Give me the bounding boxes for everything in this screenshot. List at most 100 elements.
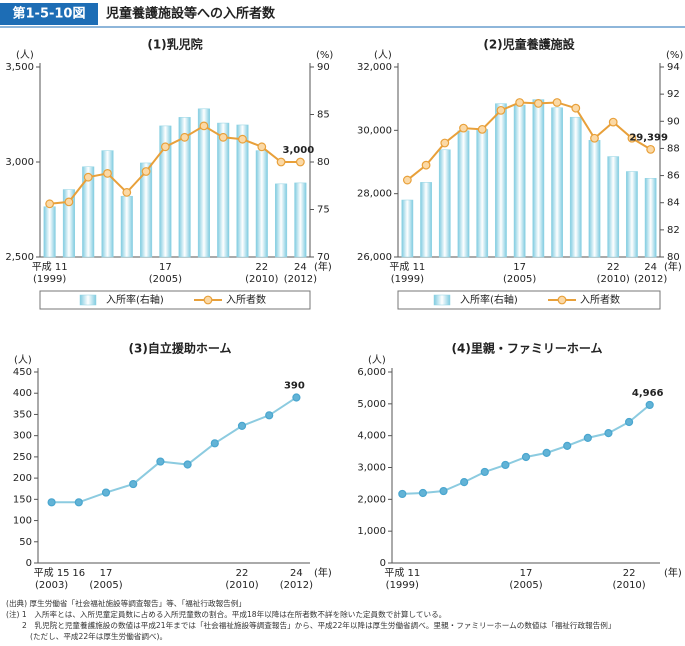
marker <box>265 411 274 420</box>
bar <box>82 166 95 258</box>
marker <box>480 467 489 477</box>
x-tick-label: 22 <box>607 262 620 273</box>
legend-frame <box>397 290 661 310</box>
y-axis-label: (人) <box>374 49 392 61</box>
y-axis-label: (人) <box>16 49 34 61</box>
bar <box>588 140 601 258</box>
x-tick-label: (2005) <box>509 580 542 591</box>
marker <box>276 157 286 167</box>
y-tick-label: 1,000 <box>357 526 386 537</box>
bar <box>551 107 563 258</box>
marker <box>74 498 83 507</box>
y-tick-label: 3,000 <box>5 157 34 168</box>
x-tick-label: (2005) <box>149 274 182 285</box>
chart-title: (3)自立援助ホーム <box>129 341 232 356</box>
y-tick-label: 150 <box>13 494 32 505</box>
bar <box>513 104 526 258</box>
line <box>51 396 297 504</box>
y-tick-label: 5,000 <box>357 399 386 410</box>
marker <box>122 187 132 197</box>
marker <box>418 488 428 498</box>
marker <box>477 124 487 134</box>
marker <box>237 421 247 431</box>
marker <box>608 117 618 127</box>
x-tick-label: 17 <box>100 568 113 579</box>
x-tick-label: (2010) <box>612 580 645 591</box>
legend-label: 入所者数 <box>226 293 266 306</box>
bar <box>197 108 210 258</box>
footnote: (ただし、平成22年は厚生労働省調べ)。 <box>30 631 167 641</box>
y-tick-label: 26,000 <box>357 252 392 263</box>
chart-title: (4)里親・ファミリーホーム <box>452 341 603 356</box>
y2-tick-label: 80 <box>317 157 330 168</box>
bar <box>62 189 75 258</box>
bar <box>457 130 470 258</box>
marker <box>295 157 305 167</box>
x-axis-label: (年) <box>314 260 332 273</box>
x-axis-label: (年) <box>664 260 682 273</box>
marker <box>292 393 301 402</box>
x-axis-label: (年) <box>314 566 332 579</box>
footnote: 2 乳児院と児童養護施設の数値は平成21年までは「社会福祉施設等調査報告」から、… <box>22 620 615 630</box>
legend-label: 入所率(右軸) <box>106 293 164 306</box>
bar <box>236 124 249 258</box>
y-axis-label: (人) <box>368 354 386 366</box>
y2-tick-label: 75 <box>317 205 330 216</box>
value-label: 29,399 <box>629 132 668 143</box>
marker <box>515 98 525 107</box>
legend-label: 入所者数 <box>580 293 620 306</box>
bar <box>294 182 307 258</box>
y-tick-label: 3,000 <box>357 463 386 474</box>
marker <box>101 488 111 497</box>
y2-axis-label: (%) <box>316 50 333 61</box>
x-tick-label: 17 <box>520 568 533 579</box>
value-label: 3,000 <box>283 145 315 156</box>
x-tick-label: (2010) <box>597 274 630 285</box>
y-tick-label: 4,000 <box>357 431 386 442</box>
marker <box>590 133 599 143</box>
x-tick-label: (2005) <box>89 580 122 591</box>
y2-tick-label: 84 <box>667 198 680 209</box>
x-tick-label: (2003) <box>35 580 68 591</box>
y-tick-label: 50 <box>19 537 32 548</box>
marker <box>183 460 192 469</box>
y-tick-label: 6,000 <box>357 367 386 378</box>
bar <box>140 162 153 258</box>
marker <box>460 478 469 487</box>
marker <box>440 138 450 148</box>
marker <box>459 123 468 133</box>
header-badge <box>0 3 98 25</box>
x-tick-label: 24 <box>290 568 303 579</box>
marker <box>501 460 510 470</box>
y-axis-label: (人) <box>14 354 32 366</box>
legend-swatch <box>203 295 213 305</box>
x-tick-label: 16 <box>72 568 85 579</box>
y2-tick-label: 86 <box>667 171 680 182</box>
marker <box>257 142 267 152</box>
line <box>402 404 651 495</box>
legend-label: 入所率(右軸) <box>460 293 518 306</box>
marker <box>180 132 190 142</box>
y2-axis-label: (%) <box>666 50 683 61</box>
y2-tick-label: 92 <box>667 89 680 100</box>
legend-swatch <box>79 294 97 306</box>
bar <box>401 199 414 258</box>
marker <box>238 134 247 144</box>
y2-tick-label: 90 <box>667 116 680 127</box>
marker <box>624 417 634 427</box>
y-tick-label: 100 <box>13 516 32 527</box>
value-label: 390 <box>284 380 305 391</box>
value-label: 4,966 <box>632 388 664 399</box>
y-tick-label: 28,000 <box>357 189 392 200</box>
marker <box>439 486 448 496</box>
marker <box>103 168 112 178</box>
y-tick-label: 0 <box>380 558 386 569</box>
footnote: (注) 1 入所率とは、入所児童定員数に占める入所児童数の割合。平成18年以降は… <box>6 609 446 619</box>
y-tick-label: 3,500 <box>5 62 34 73</box>
x-tick-label: (2010) <box>245 274 278 285</box>
x-tick-label: 平成 15 <box>34 567 70 579</box>
marker <box>521 452 531 462</box>
x-tick-label: 平成 11 <box>384 567 420 579</box>
bar <box>438 149 451 258</box>
bar <box>178 117 191 258</box>
